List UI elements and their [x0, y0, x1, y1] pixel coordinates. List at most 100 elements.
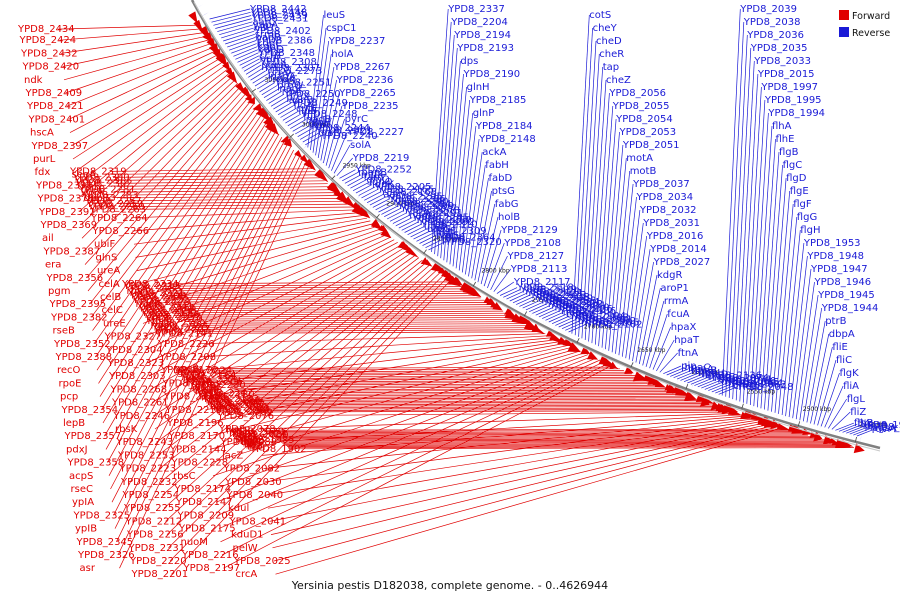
reverse-feature-arrow: [619, 353, 623, 360]
reverse-gene-label: proW: [277, 81, 303, 92]
reverse-gene-label: YPD8_2051: [622, 140, 680, 151]
reverse-leader-line: [652, 326, 672, 370]
reverse-leader-line: [746, 99, 766, 404]
forward-feature-arrow: [492, 302, 503, 311]
reverse-gene-label: srmB: [255, 29, 281, 40]
forward-gene-label: YPD8_2401: [28, 114, 86, 125]
forward-gene-label: YPD8_2281: [78, 184, 136, 195]
reverse-gene-label: YPD8_2027: [653, 257, 711, 268]
forward-leader-line: [258, 413, 738, 430]
reverse-leader-line: [810, 333, 830, 424]
reverse-gene-label: fabG: [495, 199, 519, 210]
forward-gene-label: YPD8_2178: [160, 365, 218, 376]
forward-feature-arrow: [294, 150, 303, 159]
reverse-leader-line: [704, 381, 723, 390]
forward-gene-label: YPD8_2068: [212, 404, 270, 415]
reverse-gene-label: YPD8_2114: [542, 297, 600, 308]
reverse-gene-label: proV: [268, 69, 291, 80]
legend-reverse-label: Reverse: [852, 28, 890, 39]
forward-gene-label: YPD8_2356: [46, 273, 104, 284]
forward-leader-line: [136, 220, 371, 271]
reverse-leader-line: [416, 232, 434, 242]
reverse-leader-line: [578, 40, 597, 337]
forward-gene-label: YPD8_2230: [188, 380, 246, 391]
reverse-gene-label: YPD8_2299: [397, 201, 455, 212]
genome-backbone-shadow: [193, 1, 881, 452]
reverse-leader-line: [542, 310, 560, 319]
reverse-leader-line: [799, 294, 819, 421]
forward-gene-label: YPD8_2152: [178, 369, 236, 380]
reverse-gene-label: YPD8_2074: [711, 373, 769, 384]
reverse-feature-arrow: [661, 370, 666, 381]
forward-gene-label: asr: [80, 563, 96, 574]
reverse-gene-label: fliY: [857, 419, 873, 430]
reverse-gene-label: fliZ: [850, 407, 866, 418]
reverse-gene-label: fabH: [485, 160, 509, 171]
reverse-leader-line: [300, 130, 317, 140]
forward-feature-arrow: [244, 94, 253, 102]
reverse-gene-label: YPD8_2284: [394, 199, 452, 210]
reverse-feature-arrow: [598, 341, 603, 351]
forward-leader-line: [63, 39, 209, 81]
reverse-leader-line: [358, 186, 375, 196]
reverse-leader-line: [601, 131, 620, 348]
reverse-leader-line: [461, 138, 480, 273]
reverse-leader-line: [434, 21, 452, 255]
forward-gene-label: YPD8_2398: [35, 180, 93, 191]
reverse-leader-line: [545, 312, 563, 321]
tick-label: 2850 kbp: [433, 236, 461, 243]
forward-gene-label: YPD8_2069: [215, 407, 273, 418]
forward-leader-line: [114, 177, 322, 181]
reverse-gene-label: YPD8_2320: [444, 237, 502, 248]
forward-leader-line: [194, 329, 538, 332]
reverse-gene-label: YPD8_2053: [619, 127, 677, 138]
reverse-leader-line: [458, 125, 477, 271]
reverse-feature-arrow: [329, 169, 336, 175]
forward-gene-label: YPD8_2409: [25, 88, 83, 99]
legend-forward-swatch: [839, 10, 849, 20]
reverse-leader-line: [666, 367, 685, 376]
reverse-leader-line: [223, 30, 255, 42]
reverse-gene-label: rrmA: [664, 296, 689, 307]
reverse-leader-line: [217, 21, 253, 32]
reverse-gene-label: kdgR: [657, 270, 682, 281]
forward-gene-label: YPD8_2233: [144, 312, 202, 323]
reverse-leader-line: [395, 217, 413, 227]
reverse-leader-line: [422, 237, 440, 246]
forward-feature-arrow: [853, 443, 865, 454]
reverse-gene-label: YPD8_2227: [346, 127, 404, 138]
forward-leader-line: [107, 140, 286, 463]
forward-leader-line: [92, 107, 257, 331]
reverse-gene-label: YPD8_2251: [274, 78, 332, 89]
forward-gene-label: YPD8_2255: [123, 503, 181, 514]
reverse-leader-line: [767, 177, 787, 411]
forward-leader-line: [203, 341, 561, 397]
forward-gene-label: ypeR: [174, 364, 199, 375]
reverse-leader-line: [642, 287, 661, 366]
reverse-leader-line: [404, 223, 422, 233]
reverse-gene-label: YPD8_2310: [420, 219, 478, 230]
reverse-gene-label: YPD8_2126: [555, 304, 613, 315]
forward-gene-label: menE: [201, 393, 230, 404]
legend-forward-label: Forward: [852, 11, 890, 22]
reverse-feature-arrow: [850, 431, 853, 440]
reverse-gene-label: mtlK: [361, 170, 384, 181]
tick-mark: [289, 133, 294, 138]
reverse-gene-label: YPD8_2273: [265, 66, 323, 77]
reverse-feature-arrow: [751, 404, 754, 411]
forward-leader-line: [185, 317, 515, 320]
forward-feature-arrow: [567, 341, 581, 353]
forward-gene-label: purL: [33, 154, 56, 165]
forward-gene-label: fliM: [246, 441, 264, 452]
reverse-leader-line: [471, 177, 489, 279]
reverse-gene-label: fliA: [843, 381, 859, 392]
forward-gene-label: YPD8_2186: [203, 396, 261, 407]
reverse-leader-line: [307, 14, 324, 148]
reverse-gene-label: YPD8_1944: [821, 303, 879, 314]
forward-feature-arrow: [267, 123, 279, 135]
reverse-leader-line: [290, 119, 306, 129]
forward-gene-label: YPD8_2263: [89, 204, 147, 215]
forward-leader-line: [240, 395, 689, 398]
forward-gene-label: YPD8_2254: [122, 490, 180, 501]
forward-gene-label: YPD8_2358: [67, 458, 125, 469]
